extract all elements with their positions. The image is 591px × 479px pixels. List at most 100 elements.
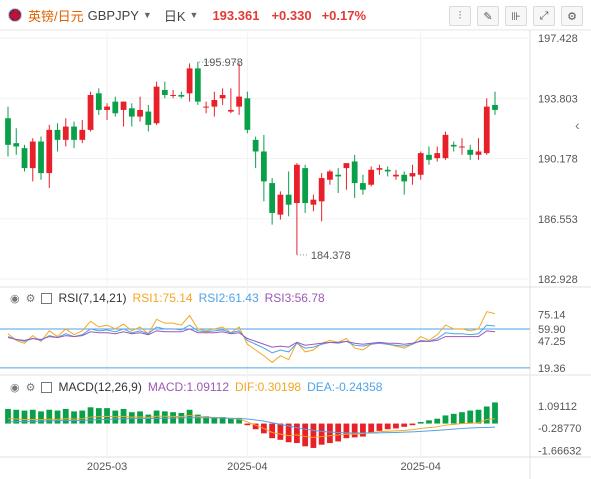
macd-histogram-bar	[13, 409, 20, 424]
macd-label: MACD(12,26,9)	[58, 380, 142, 394]
candle-body	[79, 129, 86, 140]
rsi-tick-label: 59.90	[538, 324, 566, 336]
macd-histogram-bar	[137, 411, 143, 424]
macd-histogram-bar	[145, 414, 152, 424]
candle-body	[376, 168, 383, 170]
candle-body	[62, 126, 69, 140]
price-tick-label: 197.428	[538, 33, 578, 45]
candle-body	[203, 106, 209, 108]
macd-histogram-bar	[409, 423, 416, 426]
last-price: 193.361	[212, 7, 260, 23]
eye-icon[interactable]: ◉	[10, 292, 20, 305]
candle-body	[244, 98, 251, 130]
candle-body	[21, 148, 28, 169]
macd-legend: ◉ ⚙ MACD(12,26,9) MACD:1.09112 DIF:0.301…	[10, 380, 382, 394]
candle-body	[327, 171, 333, 180]
macd-histogram-bar	[285, 423, 292, 443]
candle-body	[409, 173, 416, 177]
candle-body	[442, 134, 449, 159]
rsi-series-line	[7, 324, 496, 354]
candle-body	[417, 153, 424, 175]
macd-histogram-bar	[426, 420, 432, 424]
macd-histogram-bar	[5, 408, 11, 424]
macd-histogram-bar	[104, 408, 110, 424]
macd-histogram-bar	[384, 423, 391, 430]
candle-body	[219, 94, 226, 99]
macd-histogram-bar	[459, 412, 465, 424]
candle-body	[211, 99, 218, 107]
macd-histogram-bar	[376, 423, 383, 431]
eye-icon[interactable]: ◉	[10, 381, 20, 394]
macd-histogram-bar	[194, 414, 201, 424]
candle-body	[483, 106, 490, 154]
macd-value: MACD:1.09112	[147, 380, 230, 394]
candle-body	[87, 94, 94, 130]
macd-histogram-bar	[87, 407, 94, 424]
macd-histogram-bar	[211, 417, 218, 424]
rsi-tick-label: 47.25	[538, 336, 566, 348]
macd-histogram-bar	[153, 410, 160, 424]
candle-body	[260, 151, 267, 182]
candle-body	[104, 106, 110, 110]
macd-histogram-bar	[219, 417, 226, 424]
candle-body	[95, 93, 102, 110]
macd-histogram-bar	[203, 416, 209, 424]
gear-icon[interactable]: ⚙	[25, 381, 36, 394]
candle-body	[194, 68, 201, 102]
candle-body	[137, 109, 143, 117]
settings-icon[interactable]: ⚙	[561, 6, 583, 26]
macd-histogram-bar	[252, 423, 259, 430]
chevron-left-icon[interactable]: ‹	[575, 117, 580, 133]
macd-histogram-bar	[161, 411, 168, 424]
date-tick-label: 2025-04	[227, 461, 267, 473]
price-change: +0.330	[271, 7, 312, 23]
macd-histogram-bar	[294, 423, 300, 444]
rsi-label: RSI(7,14,21)	[58, 291, 127, 305]
macd-histogram-bar	[327, 423, 333, 444]
indicator-icon[interactable]: ⊪	[505, 6, 527, 26]
candle-body	[178, 94, 185, 97]
macd-histogram-bar	[62, 408, 69, 424]
macd-tick-label: -1.66632	[538, 446, 581, 458]
candle-body	[492, 104, 498, 110]
price-tick-label: 190.178	[538, 154, 578, 166]
rsi-legend: ◉ ⚙ RSI(7,14,21) RSI1:75.14 RSI2:61.43 R…	[10, 291, 325, 305]
dea-value: DEA:-0.24358	[307, 380, 383, 394]
candle-body	[401, 174, 408, 182]
pencil-icon[interactable]: ✎	[477, 6, 499, 26]
price-tick-label: 182.928	[538, 274, 578, 286]
candle-body	[13, 143, 20, 147]
macd-histogram-bar	[227, 418, 234, 424]
macd-histogram-bar	[38, 411, 44, 424]
macd-histogram-bar	[360, 423, 366, 437]
candle-body	[227, 109, 234, 112]
symbol-selector[interactable]: GBPJPY	[87, 7, 139, 23]
macd-histogram-bar	[95, 408, 102, 424]
macd-histogram-bar	[442, 415, 449, 424]
gear-icon[interactable]: ⚙	[25, 292, 36, 305]
chevron-down-icon[interactable]: ▼	[142, 10, 152, 20]
candle-icon[interactable]: ⫶	[449, 6, 471, 26]
macd-histogram-bar	[393, 423, 399, 429]
rsi-series-line	[7, 328, 496, 348]
macd-histogram-bar	[492, 402, 498, 424]
candle-body	[459, 146, 465, 148]
expand-icon[interactable]: ⤢	[533, 6, 555, 26]
rsi2-value: RSI2:61.43	[198, 291, 259, 305]
checkbox-icon[interactable]	[41, 381, 53, 393]
macd-histogram-bar	[318, 423, 325, 445]
rsi3-value: RSI3:56.78	[264, 291, 325, 305]
candle-body	[450, 144, 457, 147]
candle-body	[112, 101, 119, 114]
period-selector[interactable]: 日K	[163, 8, 186, 24]
chevron-down-icon[interactable]: ▼	[189, 10, 199, 20]
candle-body	[302, 168, 309, 204]
candle-body	[153, 86, 160, 124]
macd-histogram-bar	[54, 410, 61, 424]
macd-histogram-bar	[368, 423, 375, 433]
macd-histogram-bar	[79, 410, 86, 424]
date-tick-label: 2025-03	[87, 461, 127, 473]
checkbox-icon[interactable]	[41, 292, 53, 304]
rsi-series-line	[7, 311, 496, 364]
